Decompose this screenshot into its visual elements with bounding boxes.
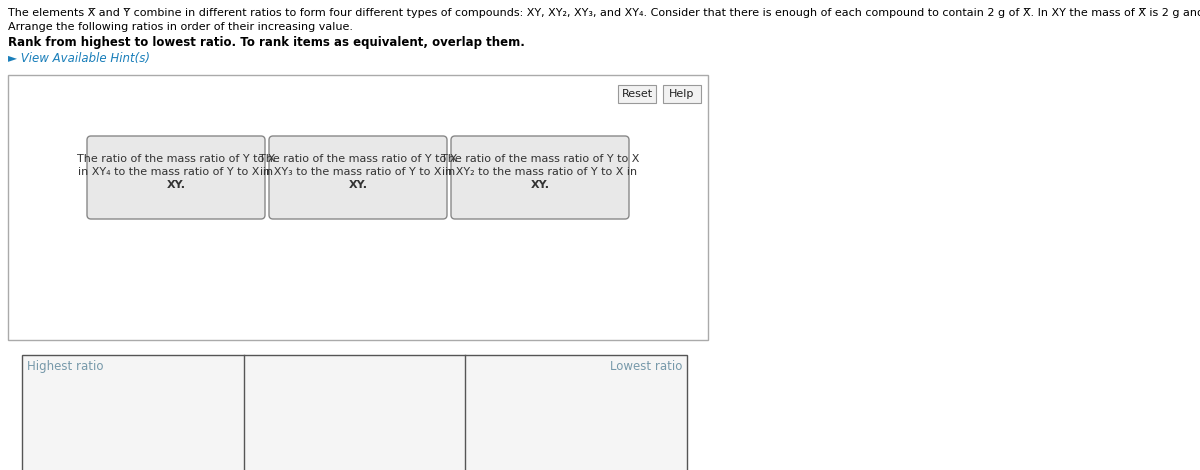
Bar <box>22 355 686 470</box>
Text: Rank from highest to lowest ratio. To rank items as equivalent, overlap them.: Rank from highest to lowest ratio. To ra… <box>8 36 524 49</box>
Text: Lowest ratio: Lowest ratio <box>610 360 682 373</box>
Bar <box>618 85 656 103</box>
FancyBboxPatch shape <box>88 136 265 219</box>
FancyBboxPatch shape <box>269 136 446 219</box>
Text: Reset: Reset <box>622 89 653 99</box>
Bar <box>276 143 446 218</box>
Text: in XY₃ to the mass ratio of Y to X in: in XY₃ to the mass ratio of Y to X in <box>260 167 456 177</box>
Bar <box>94 143 264 218</box>
Text: Arrange the following ratios in order of their increasing value.: Arrange the following ratios in order of… <box>8 22 353 32</box>
Text: ► View Available Hint(s): ► View Available Hint(s) <box>8 52 150 65</box>
Text: The ratio of the mass ratio of Y to X: The ratio of the mass ratio of Y to X <box>77 154 275 164</box>
Text: Help: Help <box>670 89 695 99</box>
Text: The ratio of the mass ratio of Y to X: The ratio of the mass ratio of Y to X <box>259 154 457 164</box>
Text: The elements X̅ and Y̅ combine in different ratios to form four different types : The elements X̅ and Y̅ combine in differ… <box>8 8 1200 18</box>
FancyBboxPatch shape <box>451 136 629 219</box>
Text: The ratio of the mass ratio of Y to X: The ratio of the mass ratio of Y to X <box>440 154 640 164</box>
Text: XY.: XY. <box>167 180 186 190</box>
Text: in XY₄ to the mass ratio of Y to X in: in XY₄ to the mass ratio of Y to X in <box>78 167 274 177</box>
Text: XY.: XY. <box>530 180 550 190</box>
Bar <box>662 85 701 103</box>
Bar <box>8 75 708 340</box>
Text: in XY₂ to the mass ratio of Y to X in: in XY₂ to the mass ratio of Y to X in <box>443 167 637 177</box>
Text: Highest ratio: Highest ratio <box>28 360 103 373</box>
Text: XY.: XY. <box>348 180 367 190</box>
Bar <box>458 143 628 218</box>
